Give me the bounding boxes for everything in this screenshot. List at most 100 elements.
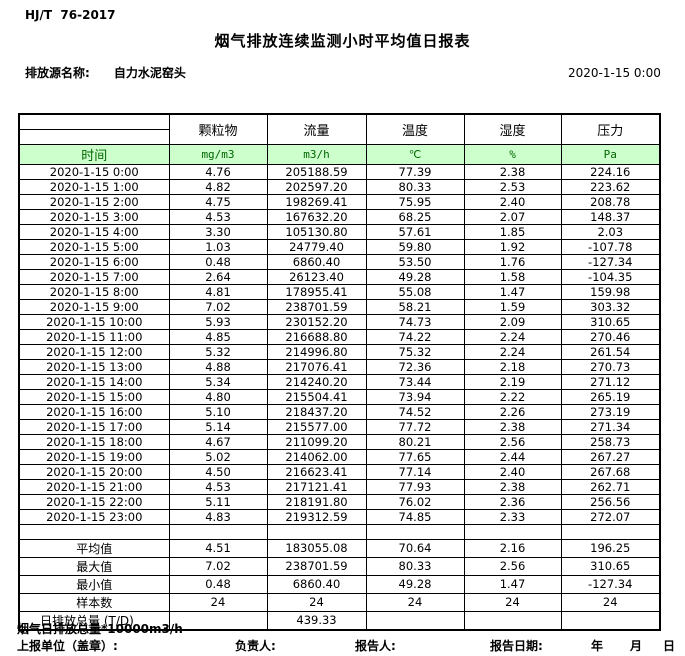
table-row: 2020-1-15 20:00 4.50 216623.41 77.14 2.40 267… — [18, 463, 661, 480]
value-cell — [168, 610, 268, 630]
value-cell: 2.24 — [463, 328, 562, 345]
value-cell: 2.64 — [168, 268, 268, 285]
table-row: 2020-1-15 9:00 7.02 238701.59 58.21 1.59 303.… — [18, 298, 661, 315]
col-header-humidity: 湿度 — [463, 113, 562, 145]
time-cell: 2020-1-15 14:00 — [18, 373, 170, 390]
time-cell: 2020-1-15 23:00 — [18, 508, 170, 525]
value-cell: 3.30 — [168, 223, 268, 240]
table-row: 2020-1-15 19:00 5.02 214062.00 77.65 2.44 267… — [18, 448, 661, 465]
time-cell: 2020-1-15 15:00 — [18, 388, 170, 405]
value-cell: 4.76 — [168, 163, 268, 180]
value-cell: 262.71 — [560, 478, 661, 495]
value-cell: 2.07 — [463, 208, 562, 225]
value-cell: 271.12 — [560, 373, 661, 390]
value-cell: 58.21 — [365, 298, 465, 315]
table-row: 2020-1-15 8:00 4.81 178955.41 55.08 1.47 159.… — [18, 283, 661, 300]
time-cell: 2020-1-15 22:00 — [18, 493, 170, 510]
col-header-flow: 流量 — [266, 113, 367, 145]
value-cell: 5.93 — [168, 313, 268, 330]
value-cell: 80.33 — [365, 178, 465, 195]
value-cell: 24 — [560, 592, 661, 612]
value-cell: 74.52 — [365, 403, 465, 420]
value-cell: 208.78 — [560, 193, 661, 210]
table-row: 2020-1-15 14:00 5.34 214240.20 73.44 2.19 271… — [18, 373, 661, 390]
value-cell: 310.65 — [560, 556, 661, 576]
value-cell: 148.37 — [560, 208, 661, 225]
table-row: 2020-1-15 5:00 1.03 24779.40 59.80 1.92 -107.… — [18, 238, 661, 255]
value-cell: 2.26 — [463, 403, 562, 420]
value-cell: 2.53 — [463, 178, 562, 195]
value-cell: 105130.80 — [266, 223, 367, 240]
table-row: 2020-1-15 1:00 4.82 202597.20 80.33 2.53 223.… — [18, 178, 661, 195]
header-corner-bottom — [18, 128, 170, 145]
value-cell: 215504.41 — [266, 388, 367, 405]
value-cell: 0.48 — [168, 574, 268, 594]
value-cell: 273.19 — [560, 403, 661, 420]
value-cell: 4.83 — [168, 508, 268, 525]
value-cell: 24 — [365, 592, 465, 612]
empty-cell — [365, 523, 465, 540]
unit-flow: m3/h — [266, 143, 367, 165]
value-cell: 72.36 — [365, 358, 465, 375]
value-cell: 4.82 — [168, 178, 268, 195]
time-cell: 2020-1-15 4:00 — [18, 223, 170, 240]
summary-row: 最小值 0.48 6860.40 49.28 1.47 -127.34 — [18, 574, 661, 594]
value-cell: 270.73 — [560, 358, 661, 375]
value-cell: 5.10 — [168, 403, 268, 420]
value-cell: 215577.00 — [266, 418, 367, 435]
time-cell: 2020-1-15 12:00 — [18, 343, 170, 360]
value-cell: 68.25 — [365, 208, 465, 225]
summary-row: 样本数 24 24 24 24 24 — [18, 592, 661, 612]
empty-cell — [18, 523, 170, 540]
value-cell: 4.85 — [168, 328, 268, 345]
value-cell: 219312.59 — [266, 508, 367, 525]
value-cell: 267.68 — [560, 463, 661, 480]
table-row: 2020-1-15 16:00 5.10 218437.20 74.52 2.26 273… — [18, 403, 661, 420]
value-cell: 24 — [168, 592, 268, 612]
col-header-pressure: 压力 — [560, 113, 661, 145]
unit-pm: mg/m3 — [168, 143, 268, 165]
value-cell: 2.38 — [463, 418, 562, 435]
value-cell: 2.24 — [463, 343, 562, 360]
value-cell: 224.16 — [560, 163, 661, 180]
time-cell: 2020-1-15 10:00 — [18, 313, 170, 330]
value-cell: 271.34 — [560, 418, 661, 435]
table-row: 2020-1-15 13:00 4.88 217076.41 72.36 2.18 270… — [18, 358, 661, 375]
empty-cell — [560, 523, 661, 540]
responsible-person-label: 负责人: — [235, 639, 276, 653]
value-cell: 4.50 — [168, 463, 268, 480]
summary-label: 日排放总量 (T/D) — [18, 610, 170, 630]
spacer-row — [18, 523, 661, 540]
value-cell: 24 — [463, 592, 562, 612]
month-label: 月 — [630, 639, 643, 653]
report-datetime: 2020-1-15 0:00 — [568, 66, 661, 80]
summary-row: 最大值 7.02 238701.59 80.33 2.56 310.65 — [18, 556, 661, 576]
value-cell: 265.19 — [560, 388, 661, 405]
value-cell: 5.11 — [168, 493, 268, 510]
monitoring-table: 颗粒物 流量 温度 湿度 压力 时间 mg/m3 m3/h ℃ % Pa 202… — [18, 113, 661, 631]
value-cell: 74.22 — [365, 328, 465, 345]
value-cell: 261.54 — [560, 343, 661, 360]
value-cell: 4.88 — [168, 358, 268, 375]
value-cell: 217076.41 — [266, 358, 367, 375]
unit-temperature: ℃ — [365, 143, 465, 165]
value-cell: 256.56 — [560, 493, 661, 510]
value-cell: 2.22 — [463, 388, 562, 405]
table-row: 2020-1-15 0:00 4.76 205188.59 77.39 2.38 224.… — [18, 163, 661, 180]
value-cell: 77.14 — [365, 463, 465, 480]
value-cell: 183055.08 — [266, 538, 367, 558]
value-cell: 1.47 — [463, 574, 562, 594]
value-cell: 4.75 — [168, 193, 268, 210]
value-cell: -107.78 — [560, 238, 661, 255]
table-row: 2020-1-15 22:00 5.11 218191.80 76.02 2.36 256… — [18, 493, 661, 510]
value-cell: 7.02 — [168, 298, 268, 315]
value-cell: 196.25 — [560, 538, 661, 558]
table-row: 2020-1-15 12:00 5.32 214996.80 75.32 2.24 261… — [18, 343, 661, 360]
header-corner-top — [18, 113, 170, 130]
value-cell: 238701.59 — [266, 556, 367, 576]
value-cell: 73.94 — [365, 388, 465, 405]
summary-rows: 平均值 4.51 183055.08 70.64 2.16 196.25 最大值 7.02 23… — [18, 538, 661, 630]
value-cell: 1.03 — [168, 238, 268, 255]
value-cell: 74.85 — [365, 508, 465, 525]
page-title: 烟气排放连续监测小时平均值日报表 — [214, 32, 471, 50]
